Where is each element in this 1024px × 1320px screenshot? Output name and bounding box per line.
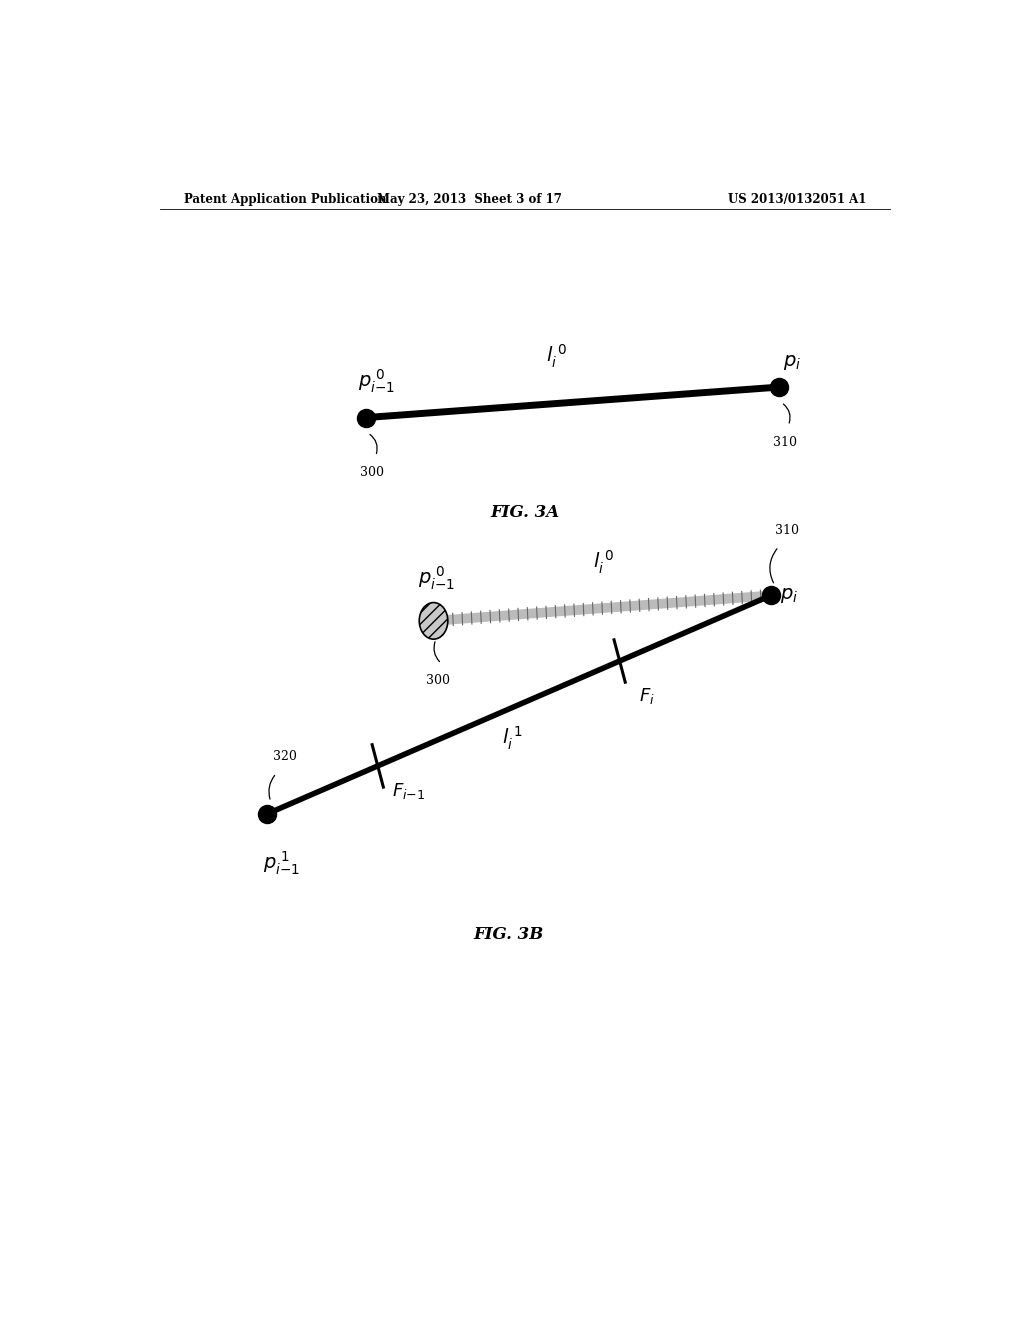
Text: $p_i$: $p_i$: [780, 586, 799, 605]
Text: 310: 310: [775, 524, 799, 536]
Text: Patent Application Publication: Patent Application Publication: [183, 193, 386, 206]
Text: $F_{i{-}1}$: $F_{i{-}1}$: [392, 781, 425, 801]
Text: 320: 320: [273, 750, 297, 763]
Text: US 2013/0132051 A1: US 2013/0132051 A1: [728, 193, 866, 206]
Circle shape: [419, 602, 447, 639]
Text: FIG. 3A: FIG. 3A: [490, 504, 559, 521]
Text: $l_i^{\ 1}$: $l_i^{\ 1}$: [502, 725, 522, 751]
Text: $l_i^{\ 0}$: $l_i^{\ 0}$: [593, 549, 613, 577]
Text: $l_i^{\ 0}$: $l_i^{\ 0}$: [546, 342, 567, 370]
Text: 300: 300: [426, 673, 450, 686]
Text: 310: 310: [773, 436, 797, 449]
Text: 300: 300: [360, 466, 384, 479]
Text: $p_i$: $p_i$: [782, 352, 801, 372]
Text: May 23, 2013  Sheet 3 of 17: May 23, 2013 Sheet 3 of 17: [377, 193, 562, 206]
Text: $p_{i{-}1}^{\ 0}$: $p_{i{-}1}^{\ 0}$: [418, 565, 455, 593]
Text: $p_{i{-}1}^{\ 1}$: $p_{i{-}1}^{\ 1}$: [263, 850, 300, 876]
Text: $p_{i{-}1}^{\ 0}$: $p_{i{-}1}^{\ 0}$: [358, 368, 395, 395]
Text: FIG. 3B: FIG. 3B: [474, 925, 544, 942]
Text: $F_i$: $F_i$: [639, 686, 655, 706]
